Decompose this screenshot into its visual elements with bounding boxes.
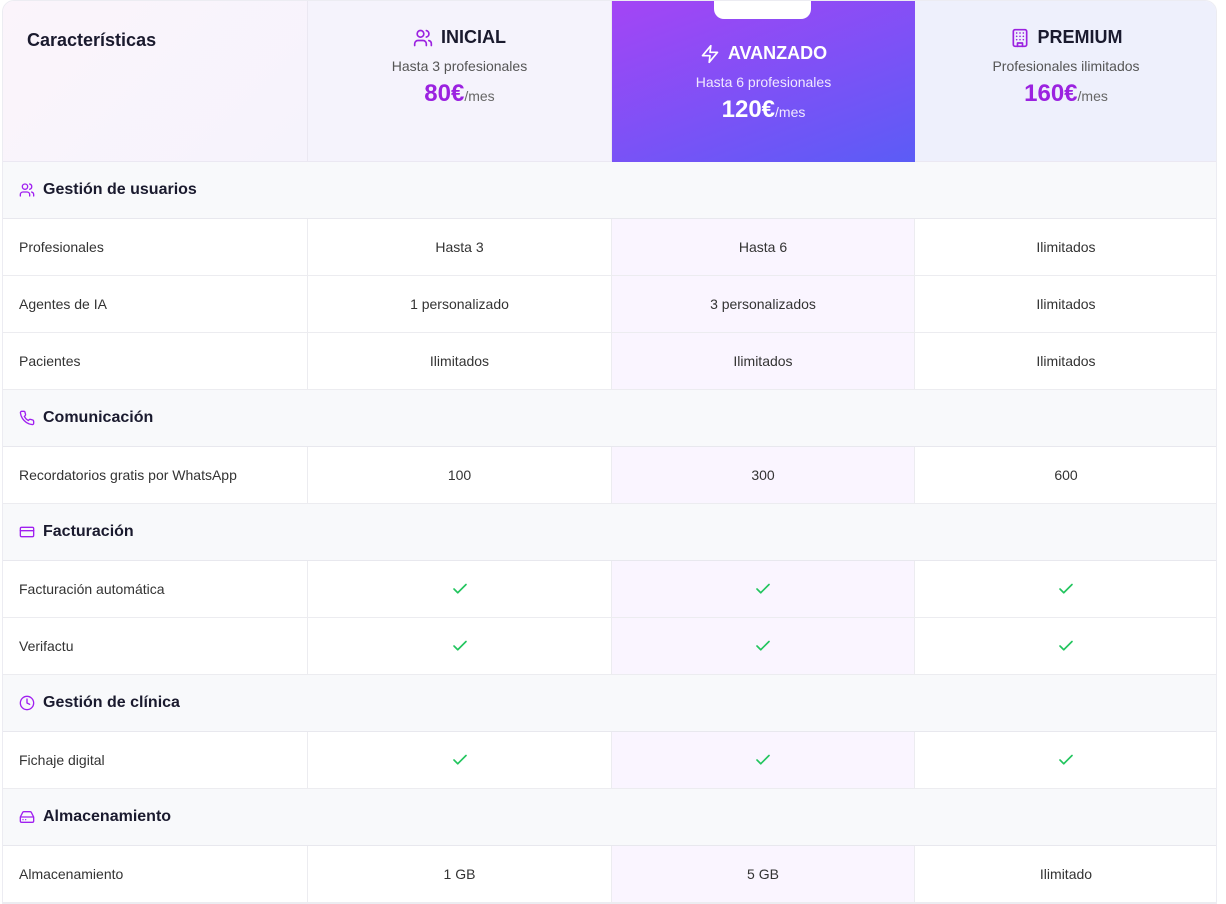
section-header: Gestión de usuarios (3, 162, 1216, 219)
features-label: Características (3, 1, 308, 162)
feature-value: Ilimitados (308, 333, 612, 390)
period: /mes (1077, 88, 1108, 104)
feature-value: 3 personalizados (612, 276, 915, 333)
feature-value: 100 (308, 447, 612, 504)
plan-subtitle: Profesionales ilimitados (992, 58, 1140, 74)
plan-header: INICIAL Hasta 3 profesionales 80€/mes (308, 1, 612, 162)
feature-value: Hasta 3 (308, 219, 612, 276)
feature-value: Ilimitado (915, 846, 1216, 903)
plan-subtitle: Hasta 6 profesionales (695, 74, 832, 90)
period: /mes (775, 104, 806, 120)
section-title: Almacenamiento (43, 808, 172, 825)
feature-value: 1 personalizado (308, 276, 612, 333)
feature-value: 1 GB (308, 846, 612, 903)
check-icon (308, 561, 612, 618)
plan-name-text: INICIAL (441, 27, 506, 47)
feature-value: 300 (612, 447, 915, 504)
check-icon (915, 618, 1216, 675)
price: 120€ (721, 96, 776, 123)
plan-header: PREMIUM Profesionales ilimitados 160€/mes (915, 1, 1216, 162)
plan-name: AVANZADO (612, 43, 915, 64)
feature-value: Ilimitados (915, 219, 1216, 276)
feature-value: Ilimitados (915, 333, 1216, 390)
feature-value: Hasta 6 (612, 219, 915, 276)
check-icon (308, 618, 612, 675)
section-header: Gestión de clínica (3, 675, 1216, 732)
feature-label: Agentes de IA (3, 276, 308, 333)
check-icon (308, 732, 612, 789)
plan-name-text: PREMIUM (1037, 27, 1123, 47)
popular-tab (714, 1, 811, 19)
feature-value: 5 GB (612, 846, 915, 903)
check-icon (915, 732, 1216, 789)
section-title: Comunicación (43, 409, 154, 426)
check-icon (612, 561, 915, 618)
feature-label: Verifactu (3, 618, 308, 675)
feature-value: 600 (915, 447, 1216, 504)
price: 80€ (424, 80, 465, 107)
feature-label: Fichaje digital (3, 732, 308, 789)
plan-name: INICIAL (308, 27, 611, 48)
check-icon (915, 561, 1216, 618)
feature-label: Pacientes (3, 333, 308, 390)
section-header: Almacenamiento (3, 789, 1216, 846)
price: 160€ (1024, 80, 1078, 107)
feature-value: Ilimitados (612, 333, 915, 390)
plan-header: AVANZADO Hasta 6 profesionales 120€/mes (612, 1, 915, 162)
section-title: Gestión de usuarios (43, 181, 197, 198)
section-title: Gestión de clínica (43, 694, 180, 711)
plan-subtitle: Hasta 3 profesionales (391, 58, 528, 74)
feature-label: Profesionales (3, 219, 308, 276)
plan-price: 80€/mes (308, 80, 611, 108)
feature-label: Recordatorios gratis por WhatsApp (3, 447, 308, 504)
feature-label: Almacenamiento (3, 846, 308, 903)
section-header: Comunicación (3, 390, 1216, 447)
plan-price: 160€/mes (915, 80, 1216, 108)
plan-name: PREMIUM (915, 27, 1216, 48)
period: /mes (464, 88, 495, 104)
check-icon (612, 732, 915, 789)
plan-price: 120€/mes (612, 96, 915, 124)
feature-label: Facturación automática (3, 561, 308, 618)
check-icon (612, 618, 915, 675)
section-header: Facturación (3, 504, 1216, 561)
plan-name-text: AVANZADO (727, 43, 828, 63)
feature-value: Ilimitados (915, 276, 1216, 333)
section-title: Facturación (43, 523, 134, 540)
